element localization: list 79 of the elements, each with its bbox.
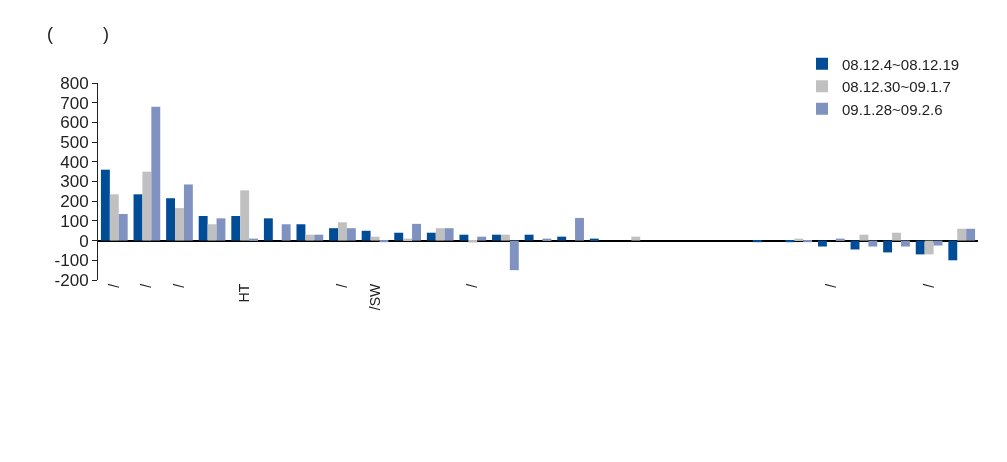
bar — [118, 214, 128, 241]
bar — [361, 230, 371, 241]
bar — [175, 208, 184, 241]
bar — [957, 228, 967, 241]
bar — [509, 240, 519, 271]
bar — [966, 228, 976, 241]
bar — [752, 240, 762, 243]
bar — [631, 236, 641, 241]
bar — [183, 184, 193, 241]
bar — [557, 236, 567, 241]
y-tick-label: -200 — [54, 270, 89, 290]
bar — [133, 194, 143, 241]
bar — [329, 228, 338, 241]
y-tick-label: 0 — [79, 231, 89, 251]
y-tick-label: 600 — [60, 113, 89, 133]
bar — [166, 198, 176, 241]
bar — [492, 234, 501, 241]
bar — [892, 232, 901, 241]
y-axis-title: ( ) — [47, 24, 109, 44]
bar — [948, 240, 958, 261]
x-tick-label: / — [333, 283, 350, 288]
y-tick-label: 500 — [60, 133, 89, 153]
bar — [231, 215, 241, 241]
bar — [394, 232, 404, 241]
bar — [216, 218, 226, 241]
bar — [859, 234, 869, 241]
y-tick-label: -100 — [54, 251, 89, 271]
bar — [915, 240, 925, 255]
bar — [314, 234, 324, 241]
y-tick-label: 200 — [60, 192, 89, 212]
bar — [459, 234, 469, 241]
bar — [575, 217, 584, 241]
x-tick-label: / — [822, 283, 839, 288]
bar — [412, 223, 421, 241]
bar — [868, 240, 878, 247]
legend-label: 09.1.28~09.2.6 — [842, 100, 943, 118]
bar — [198, 215, 208, 241]
bar — [370, 236, 380, 241]
x-tick-label: HT — [236, 283, 253, 303]
y-tick-label: 400 — [60, 152, 89, 172]
bar — [444, 228, 454, 241]
bar — [468, 240, 478, 243]
x-tick-label: / — [920, 283, 937, 288]
x-tick-label: /SW — [366, 283, 383, 311]
x-tick-label: / — [138, 283, 155, 288]
bar — [263, 218, 273, 241]
bar — [142, 171, 152, 241]
bar — [924, 240, 934, 255]
bar — [151, 106, 161, 241]
legend-label: 08.12.4~08.12.19 — [842, 55, 960, 73]
y-tick-label: 100 — [60, 211, 89, 231]
y-tick-label: 800 — [60, 73, 89, 93]
bar — [524, 234, 534, 241]
x-tick-label: / — [105, 283, 122, 288]
bar — [379, 240, 389, 243]
bar — [281, 224, 291, 241]
x-tick-label: / — [171, 283, 188, 288]
bar — [785, 240, 795, 243]
legend-label: 08.12.30~09.1.7 — [842, 78, 951, 96]
bar — [426, 232, 436, 241]
bar — [109, 194, 119, 241]
bar — [346, 228, 356, 241]
y-tick-label: 300 — [60, 172, 89, 192]
bar — [900, 240, 910, 247]
bar — [435, 228, 445, 241]
bar — [803, 240, 813, 243]
bar — [883, 240, 893, 253]
bar — [207, 224, 217, 241]
bar — [817, 240, 827, 247]
bar — [100, 169, 110, 241]
x-tick-label: / — [464, 283, 481, 288]
bar — [305, 234, 315, 241]
bar — [477, 236, 487, 241]
bar — [933, 240, 943, 246]
bar — [296, 224, 306, 241]
bar — [240, 190, 250, 241]
y-tick-label: 700 — [60, 93, 89, 113]
bar — [500, 234, 510, 241]
bar — [337, 222, 347, 241]
